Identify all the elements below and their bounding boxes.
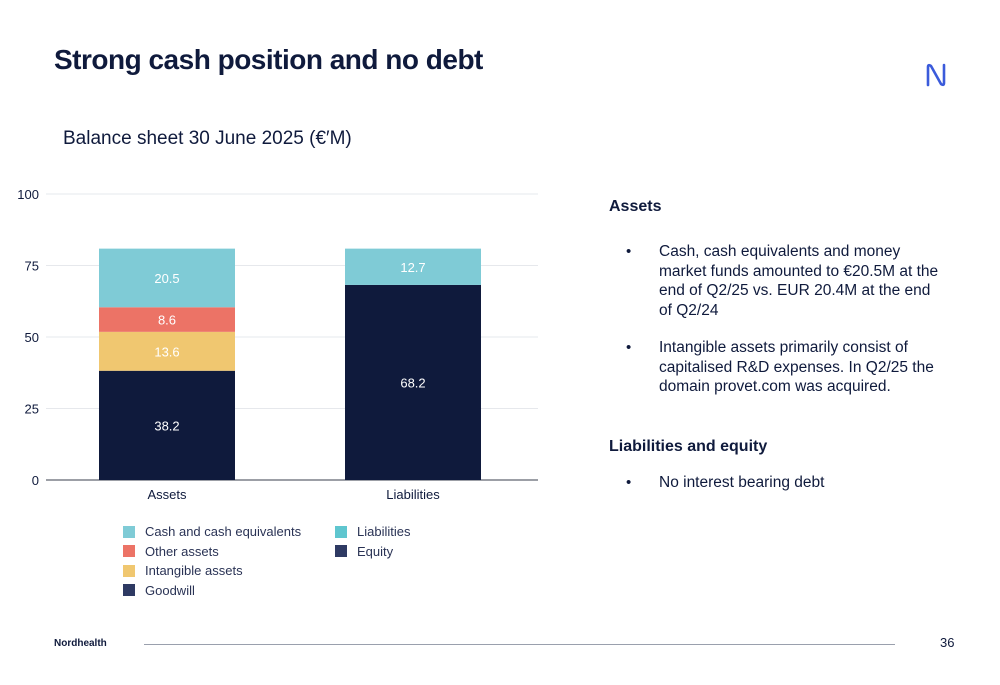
y-tick-label: 75: [25, 259, 39, 274]
legend-item: Intangible assets: [123, 561, 301, 581]
assets-bullet-1: Cash, cash equivalents and money market …: [609, 242, 939, 320]
legend-label: Liabilities: [357, 524, 411, 540]
assets-bullet-list: Cash, cash equivalents and money market …: [609, 242, 939, 397]
liabilities-bullet-list: No interest bearing debt: [609, 473, 939, 493]
data-label: 20.5: [154, 271, 179, 286]
assets-bullet-2: Intangible assets primarily consist of c…: [609, 338, 939, 397]
slide-title: Strong cash position and no debt: [54, 44, 483, 75]
footer-brand: Nordhealth: [54, 638, 107, 649]
legend-item: Liabilities: [335, 522, 410, 542]
data-label: 13.6: [154, 344, 179, 359]
y-tick-label: 25: [25, 402, 39, 417]
nordhealth-logo-icon: [926, 63, 946, 87]
legend-liabilities: Liabilities Equity: [335, 522, 410, 561]
legend-swatch: [335, 545, 347, 558]
data-label: 8.6: [158, 313, 176, 328]
legend-item: Goodwill: [123, 581, 301, 601]
y-tick-label: 50: [25, 330, 39, 345]
legend-item: Other assets: [123, 542, 301, 562]
legend-swatch: [123, 584, 135, 597]
page-number: 36: [940, 635, 955, 650]
chart-title: Balance sheet 30 June 2025 (€′M): [63, 128, 352, 149]
bar-segment: [99, 370, 235, 480]
legend-swatch: [123, 545, 135, 558]
legend-item: Cash and cash equivalents: [123, 522, 301, 542]
data-label: 12.7: [400, 260, 425, 275]
legend-swatch: [123, 564, 135, 577]
x-tick-label: Assets: [147, 487, 187, 502]
legend-swatch: [335, 525, 347, 538]
y-tick-label: 100: [17, 187, 39, 202]
x-tick-label: Liabilities: [386, 487, 440, 502]
y-tick-label: 0: [32, 473, 39, 488]
stacked-bar-chart: 0 25 50 75 100 Assets 38.2 13.6 8.6 20.5 Liabiliti…: [17, 187, 538, 502]
bar-segment: [99, 331, 235, 371]
legend-label: Cash and cash equivalents: [145, 524, 302, 540]
data-label: 38.2: [154, 418, 179, 433]
legend-label: Equity: [357, 543, 394, 559]
commentary-panel: Assets Cash, cash equivalents and money …: [609, 198, 939, 492]
liabilities-bullet-1: No interest bearing debt: [609, 473, 939, 493]
legend-assets: Cash and cash equivalents Other assets Int…: [123, 522, 301, 600]
bar-segment: [345, 284, 481, 480]
bar-segment: [345, 248, 481, 285]
liabilities-heading: Liabilities and equity: [609, 437, 768, 455]
legend-label: Other assets: [145, 543, 219, 559]
legend-item: Equity: [335, 542, 410, 562]
bar-segment: [99, 248, 235, 308]
data-label: 68.2: [400, 375, 425, 390]
legend-label: Intangible assets: [145, 563, 243, 579]
footer-divider: [144, 644, 895, 645]
assets-heading: Assets: [609, 198, 662, 215]
legend-label: Goodwill: [145, 582, 195, 598]
legend-swatch: [123, 525, 135, 538]
bar-segment: [99, 307, 235, 332]
